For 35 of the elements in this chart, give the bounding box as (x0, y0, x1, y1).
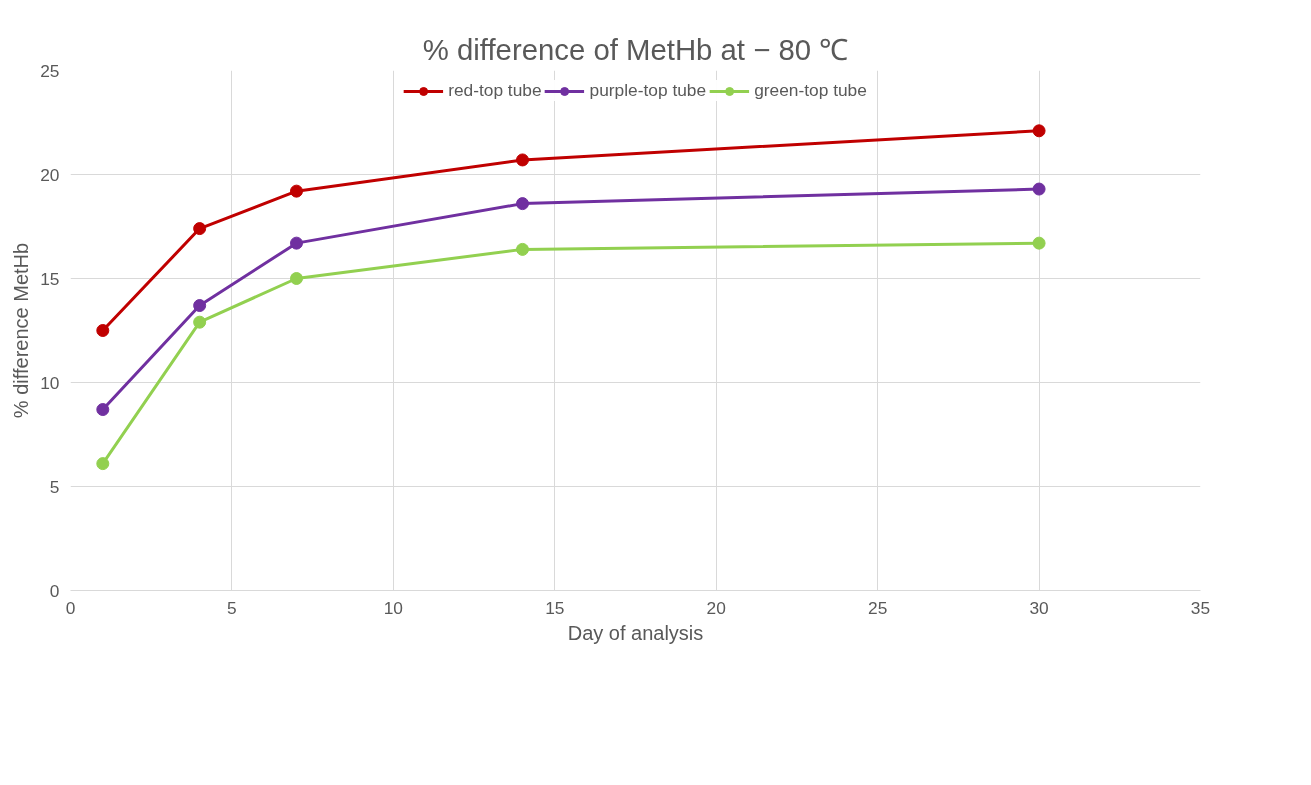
y-tick-label: 25 (40, 60, 60, 81)
point (193, 222, 207, 236)
point (193, 299, 207, 313)
legend-label: purple-top tube (589, 80, 707, 101)
x-tick-label: 25 (868, 597, 888, 618)
point (1032, 236, 1046, 250)
point (96, 324, 110, 337)
y-tick-label: 15 (40, 268, 60, 289)
x-tick-label: 0 (65, 597, 76, 618)
y-tick-label: 10 (40, 372, 60, 393)
point (290, 272, 303, 285)
point (516, 153, 529, 167)
x-tick-label: 10 (383, 597, 403, 618)
point (96, 403, 110, 417)
point (1032, 182, 1046, 196)
x-tick-label: 20 (706, 597, 726, 618)
point (516, 197, 529, 211)
x-tick-label: 35 (1190, 597, 1211, 618)
y-tick-label: 0 (49, 580, 60, 601)
y-tick-label: 20 (40, 164, 60, 185)
legend-label: red-top tube (448, 80, 542, 101)
x-tick-label: 15 (545, 597, 565, 618)
legend-label: green-top tube (754, 80, 867, 101)
point (193, 315, 207, 329)
point (290, 236, 303, 250)
y-tick-label: 5 (49, 476, 60, 497)
chart-title: % difference of MetHb at − 80 ℃ (422, 32, 849, 66)
point (516, 242, 529, 256)
point (290, 184, 303, 198)
point (96, 457, 110, 471)
x-tick-label: 5 (227, 597, 237, 618)
y-axis-title: % difference MetHb (10, 242, 33, 419)
point (1032, 124, 1046, 138)
x-axis-title: Day of analysis (567, 621, 704, 644)
x-tick-label: 30 (1029, 597, 1049, 618)
